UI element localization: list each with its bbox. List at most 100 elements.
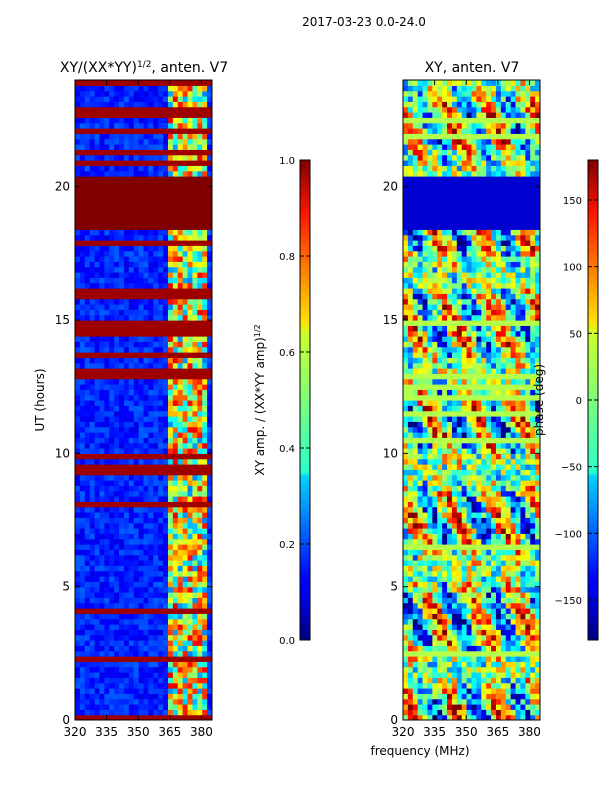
heatmap-cell [143, 666, 149, 673]
heatmap-cell [133, 90, 140, 97]
heatmap-cell [202, 250, 208, 257]
heatmap-cell [163, 122, 169, 129]
heatmap-cell [99, 469, 105, 476]
heatmap-cell [447, 602, 453, 609]
heatmap-cell [114, 682, 120, 689]
heatmap-cell [153, 394, 159, 401]
heatmap-cell [128, 634, 135, 641]
heatmap-cell [99, 309, 105, 316]
heatmap-cell [163, 405, 169, 412]
heatmap-cell [99, 592, 105, 598]
heatmap-cell [481, 682, 487, 689]
heatmap-cell [182, 501, 189, 508]
heatmap-cell [79, 261, 86, 268]
heatmap-cell [177, 576, 184, 582]
heatmap-cell [128, 672, 135, 678]
heatmap-cell [75, 672, 81, 678]
heatmap-cell [75, 309, 81, 316]
heatmap-cell [520, 640, 526, 646]
heatmap-cell [202, 666, 208, 673]
heatmap-cell [442, 618, 448, 625]
heatmap-cell [525, 448, 531, 454]
heatmap-cell [143, 549, 149, 556]
heatmap-cell [104, 106, 110, 113]
heatmap-cell [133, 698, 140, 705]
heatmap-cell [177, 464, 184, 470]
heatmap-cell [207, 117, 212, 124]
heatmap-cell [525, 533, 531, 540]
heatmap-cell [447, 656, 453, 662]
heatmap-cell [109, 704, 115, 710]
heatmap-cell [182, 229, 189, 236]
heatmap-cell [123, 533, 130, 540]
heatmap-cell [143, 597, 149, 604]
heatmap-cell [143, 581, 149, 588]
heatmap-cell [207, 464, 212, 470]
heatmap-cell [486, 464, 492, 470]
heatmap-cell [535, 682, 540, 689]
heatmap-cell [447, 528, 453, 534]
heatmap-cell [104, 261, 110, 268]
heatmap-cell [119, 170, 125, 177]
heatmap-cell [207, 666, 212, 673]
heatmap-cell [192, 544, 198, 550]
heatmap-cell [192, 117, 198, 124]
heatmap-cell [158, 256, 164, 262]
heatmap-cell [133, 272, 140, 278]
heatmap-cell [505, 570, 512, 577]
heatmap-cell [197, 309, 203, 316]
heatmap-cell [447, 432, 453, 438]
heatmap-cell [84, 448, 91, 454]
heatmap-cell [172, 602, 179, 609]
heatmap-cell [75, 288, 81, 294]
heatmap-cell [109, 106, 115, 113]
heatmap-cell [422, 432, 429, 438]
heatmap-cell [461, 485, 468, 492]
heatmap-cell [84, 186, 91, 193]
heatmap-cell [476, 570, 482, 577]
heatmap-cell [187, 352, 194, 358]
heatmap-cell [481, 469, 487, 476]
heatmap-cell [207, 122, 212, 129]
heatmap-cell [167, 261, 174, 268]
heatmap-cell [153, 565, 159, 572]
heatmap-cell [89, 501, 96, 508]
heatmap-cell [447, 576, 453, 582]
heatmap-cell [432, 464, 438, 470]
heatmap-cell [197, 368, 203, 374]
heatmap-cell [143, 640, 149, 646]
heatmap-cell [202, 528, 208, 534]
heatmap-cell [89, 581, 96, 588]
heatmap-cell [197, 293, 203, 300]
heatmap-cell [403, 432, 409, 438]
heatmap-cell [535, 506, 540, 513]
heatmap-cell [202, 629, 208, 636]
heatmap-cell [114, 704, 120, 710]
heatmap-cell [476, 602, 482, 609]
heatmap-cell [84, 341, 91, 348]
heatmap-cell [525, 650, 531, 657]
heatmap-cell [412, 517, 419, 524]
heatmap-cell [515, 576, 522, 582]
heatmap-cell [187, 570, 194, 577]
heatmap-cell [123, 485, 130, 492]
heatmap-cell [104, 394, 110, 401]
heatmap-cell [89, 213, 96, 220]
heatmap-cell [481, 576, 487, 582]
x-tick-label: 335 [95, 725, 118, 739]
heatmap-cell [481, 442, 487, 449]
heatmap-cell [182, 538, 189, 545]
heatmap-cell [114, 314, 120, 321]
heatmap-cell [94, 352, 101, 358]
heatmap-cell [94, 410, 101, 417]
heatmap-cell [89, 576, 96, 582]
heatmap-cell [481, 544, 487, 550]
heatmap-cell [187, 309, 194, 316]
heatmap-cell [167, 181, 174, 188]
heatmap-cell [427, 714, 433, 720]
heatmap-cell [138, 192, 145, 198]
heatmap-cell [510, 442, 517, 449]
heatmap-cell [158, 416, 164, 422]
heatmap-cell [535, 693, 540, 700]
heatmap-cell [119, 432, 125, 438]
